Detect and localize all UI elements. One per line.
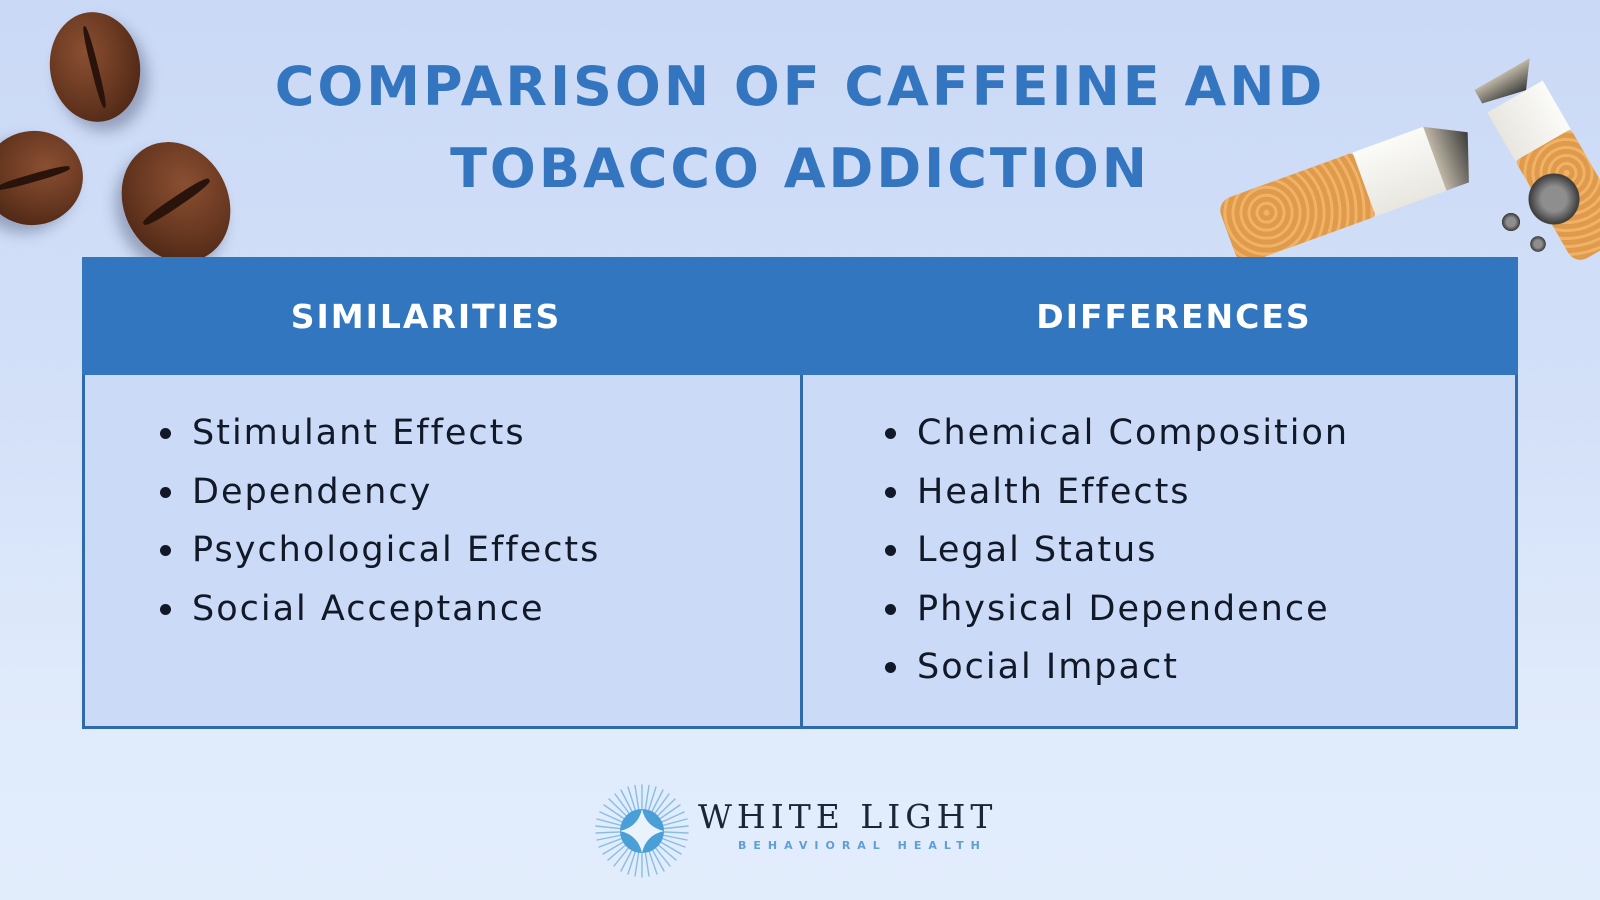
logo-tagline: BEHAVIORAL HEALTH (738, 839, 987, 852)
similarities-column: Stimulant Effects Dependency Psychologic… (160, 375, 600, 638)
header-similarities: SIMILARITIES (290, 296, 562, 336)
header-differences: DIFFERENCES (1036, 296, 1312, 336)
list-item-text: Social Acceptance (192, 588, 545, 629)
starburst-icon (595, 784, 689, 878)
bullet-icon (885, 603, 896, 615)
list-item-text: Chemical Composition (917, 413, 1350, 453)
ash-icon (1528, 236, 1548, 252)
logo-name: WHITE LIGHT (698, 797, 998, 836)
list-item: Legal Status (885, 521, 1349, 580)
list-item-text: Psychological Effects (192, 530, 601, 570)
bullet-icon (160, 428, 171, 439)
differences-column: Chemical Composition Health Effects Lega… (885, 375, 1349, 697)
page-title: COMPARISON OF CAFFEINE AND TOBACCO ADDIC… (0, 46, 1600, 210)
list-item-text: Physical Dependence (917, 588, 1330, 629)
bullet-icon (885, 428, 896, 439)
title-line-2: TOBACCO ADDICTION (450, 137, 1150, 200)
list-item-text: Legal Status (917, 530, 1158, 570)
comparison-table: SIMILARITIES DIFFERENCES Stimulant Effec… (82, 257, 1518, 729)
title-line-1: COMPARISON OF CAFFEINE AND (274, 55, 1326, 118)
ash-icon (1500, 212, 1522, 232)
bullet-icon (160, 486, 171, 498)
similarities-list: Stimulant Effects Dependency Psychologic… (160, 375, 600, 638)
bullet-icon (160, 603, 171, 615)
column-divider (800, 375, 803, 729)
bullet-icon (885, 662, 896, 673)
list-item: Stimulant Effects (160, 404, 600, 463)
list-item-text: Social Impact (917, 647, 1179, 687)
list-item: Dependency (160, 463, 600, 522)
list-item: Psychological Effects (160, 521, 600, 580)
differences-list: Chemical Composition Health Effects Lega… (885, 375, 1349, 697)
list-item: Social Impact (885, 638, 1349, 697)
bullet-icon (160, 545, 171, 556)
bullet-icon (885, 545, 896, 556)
table-header-row: SIMILARITIES DIFFERENCES (82, 257, 1518, 375)
list-item-text: Stimulant Effects (192, 413, 526, 453)
bullet-icon (885, 486, 896, 498)
list-item-text: Dependency (192, 471, 433, 512)
list-item: Chemical Composition (885, 404, 1349, 463)
list-item: Physical Dependence (885, 580, 1349, 639)
brand-logo: WHITE LIGHT BEHAVIORAL HEALTH (594, 783, 1014, 879)
list-item: Health Effects (885, 463, 1349, 522)
list-item: Social Acceptance (160, 580, 600, 639)
list-item-text: Health Effects (917, 471, 1191, 512)
